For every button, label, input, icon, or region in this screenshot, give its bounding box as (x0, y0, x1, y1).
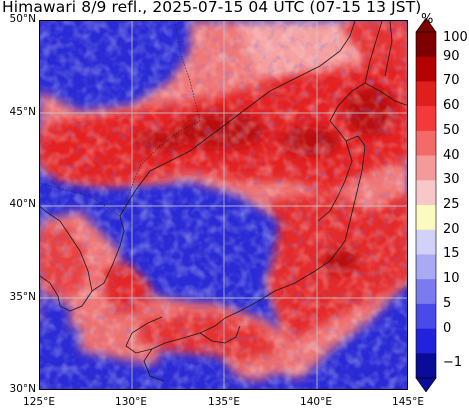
lat-label-40: 40°N (9, 198, 36, 210)
colorbar-tick-label: 40 (443, 147, 460, 163)
colorbar-tick-label: 25 (443, 197, 460, 212)
lon-label-125: 125°E (23, 396, 55, 408)
colorbar-segment (416, 229, 436, 255)
colorbar-segment (416, 303, 436, 329)
colorbar-tick-label: 100 (443, 30, 468, 45)
colorbar-segment (416, 328, 436, 354)
colorbar-segment (416, 56, 436, 82)
lat-label-30: 30°N (9, 383, 36, 395)
colorbar-segment (416, 353, 436, 379)
colorbar-frame (415, 31, 437, 379)
colorbar-tick-label: 20 (443, 221, 460, 237)
colorbar-tick-label: 60 (443, 98, 460, 114)
colorbar-segment (416, 81, 436, 107)
colorbar-tick-label: 70 (443, 73, 460, 89)
colorbar-unit: % (421, 12, 434, 27)
map-title: Himawari 8/9 refl., 2025-07-15 04 UTC (0… (2, 0, 422, 16)
colorbar-tick-label: 15 (443, 246, 460, 262)
colorbar-segment (416, 106, 436, 132)
lon-label-145: 145°E (392, 396, 424, 408)
colorbar-tick-label: 90 (443, 48, 460, 64)
colorbar-segment (416, 180, 436, 206)
colorbar-segment (416, 254, 436, 280)
colorbar-min-arrow (415, 377, 437, 392)
lat-label-50: 50°N (9, 13, 36, 25)
colorbar-tick-label: 5 (443, 295, 452, 311)
colorbar-tick-label: −1 (443, 355, 463, 371)
colorbar-tick-label: 10 (443, 271, 460, 287)
lon-label-140: 140°E (300, 396, 332, 408)
lon-label-130: 130°E (115, 396, 147, 408)
colorbar-tick-label: 50 (443, 122, 460, 138)
colorbar (415, 18, 437, 392)
colorbar-tick-label: 0 (443, 320, 452, 336)
reflectivity-map (39, 20, 408, 390)
lon-label-135: 135°E (208, 396, 240, 408)
colorbar-segment (416, 32, 436, 58)
colorbar-segment (416, 155, 436, 181)
colorbar-tick-label: 30 (443, 172, 460, 188)
colorbar-segment (416, 205, 436, 231)
colorbar-segment (416, 279, 436, 305)
satellite-imagery (40, 21, 407, 389)
lat-label-35: 35°N (9, 291, 36, 303)
lat-label-45: 45°N (9, 106, 36, 118)
colorbar-segment (416, 130, 436, 156)
